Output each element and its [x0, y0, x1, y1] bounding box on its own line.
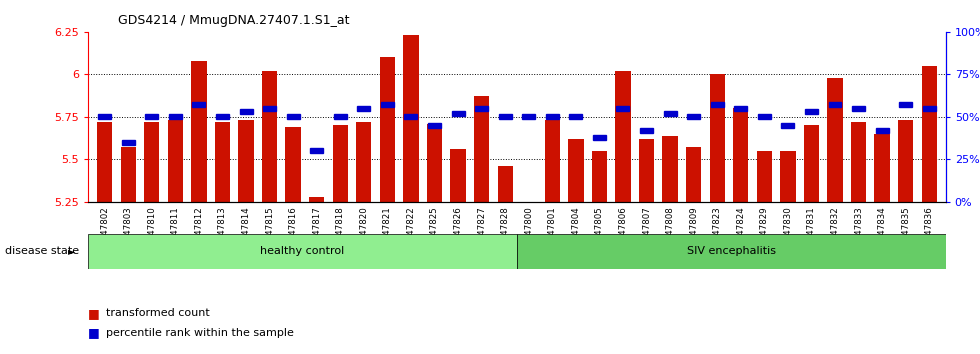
Text: ■: ■: [88, 307, 100, 320]
Bar: [663, 111, 676, 116]
Bar: [734, 106, 747, 111]
Bar: [640, 128, 653, 133]
Bar: [404, 35, 418, 202]
Bar: [662, 136, 678, 202]
Bar: [522, 114, 535, 119]
Bar: [356, 122, 371, 202]
Bar: [88, 234, 517, 269]
Text: disease state: disease state: [5, 246, 79, 256]
Text: healthy control: healthy control: [261, 246, 345, 256]
Text: GDS4214 / MmugDNA.27407.1.S1_at: GDS4214 / MmugDNA.27407.1.S1_at: [118, 14, 349, 27]
Bar: [852, 106, 865, 111]
Bar: [452, 111, 465, 116]
Bar: [923, 106, 936, 111]
Bar: [427, 124, 442, 202]
Bar: [900, 102, 912, 108]
Bar: [568, 139, 583, 202]
Bar: [828, 102, 842, 108]
Bar: [805, 109, 818, 114]
Text: ►: ►: [68, 246, 75, 256]
Bar: [145, 114, 159, 119]
Bar: [639, 139, 655, 202]
Bar: [615, 71, 630, 202]
Bar: [781, 123, 795, 128]
Bar: [379, 57, 395, 202]
Text: percentile rank within the sample: percentile rank within the sample: [106, 328, 294, 338]
Bar: [616, 106, 629, 111]
Bar: [451, 149, 465, 202]
Bar: [358, 106, 370, 111]
Bar: [98, 114, 111, 119]
Bar: [498, 166, 513, 202]
Bar: [405, 114, 417, 119]
Bar: [97, 122, 113, 202]
Bar: [169, 114, 182, 119]
Bar: [686, 147, 702, 202]
Bar: [757, 151, 772, 202]
Bar: [122, 140, 134, 145]
Bar: [546, 114, 559, 119]
Bar: [592, 151, 607, 202]
Bar: [827, 78, 843, 202]
Bar: [804, 125, 819, 202]
Bar: [499, 114, 512, 119]
Bar: [593, 135, 606, 140]
Bar: [758, 114, 771, 119]
Bar: [475, 106, 488, 111]
Bar: [192, 102, 206, 108]
Text: ■: ■: [88, 326, 100, 339]
Bar: [474, 96, 489, 202]
Bar: [517, 234, 946, 269]
Bar: [309, 197, 324, 202]
Bar: [381, 102, 394, 108]
Bar: [710, 102, 723, 108]
Bar: [144, 122, 160, 202]
Bar: [168, 120, 183, 202]
Bar: [332, 125, 348, 202]
Bar: [262, 71, 277, 202]
Bar: [898, 120, 913, 202]
Bar: [545, 120, 560, 202]
Bar: [239, 109, 253, 114]
Bar: [521, 202, 536, 210]
Bar: [238, 120, 254, 202]
Bar: [191, 61, 207, 202]
Bar: [851, 122, 866, 202]
Bar: [121, 147, 136, 202]
Bar: [263, 106, 276, 111]
Bar: [311, 148, 323, 153]
Bar: [334, 114, 347, 119]
Bar: [569, 114, 582, 119]
Bar: [874, 134, 890, 202]
Bar: [780, 151, 796, 202]
Bar: [875, 128, 889, 133]
Bar: [285, 127, 301, 202]
Bar: [710, 74, 725, 202]
Bar: [287, 114, 300, 119]
Bar: [215, 122, 230, 202]
Bar: [733, 108, 749, 202]
Text: SIV encephalitis: SIV encephalitis: [687, 246, 776, 256]
Bar: [428, 123, 441, 128]
Text: transformed count: transformed count: [106, 308, 210, 318]
Bar: [216, 114, 229, 119]
Bar: [687, 114, 700, 119]
Bar: [921, 66, 937, 202]
